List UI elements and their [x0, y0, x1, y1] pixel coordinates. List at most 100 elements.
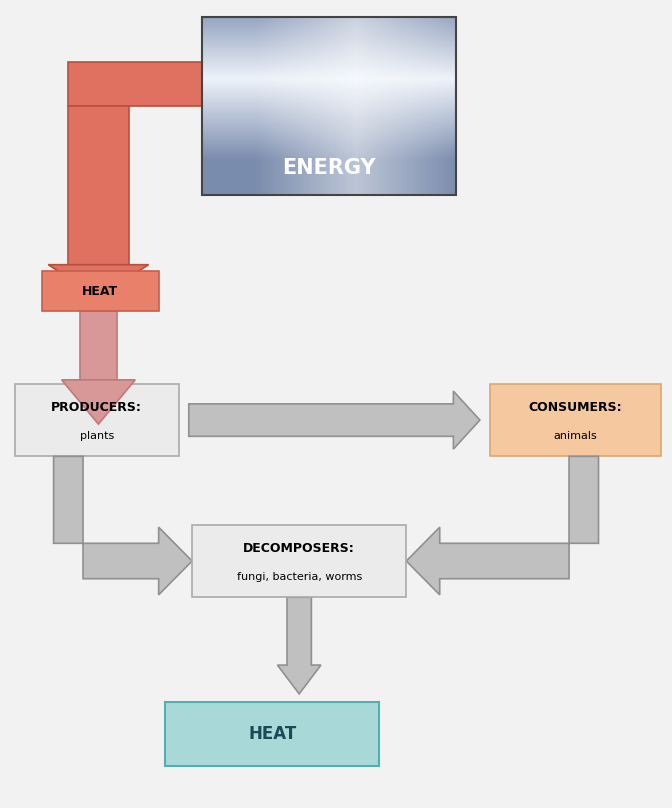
Bar: [386, 18, 390, 195]
Bar: [202, 170, 456, 171]
Bar: [202, 134, 456, 136]
Bar: [374, 18, 377, 195]
Bar: [333, 18, 336, 195]
Bar: [276, 18, 278, 195]
Bar: [221, 18, 224, 195]
Bar: [202, 141, 456, 143]
Bar: [399, 18, 403, 195]
Bar: [434, 18, 437, 195]
Bar: [202, 27, 456, 29]
Bar: [228, 18, 230, 195]
Polygon shape: [62, 380, 135, 424]
Bar: [202, 179, 456, 180]
Bar: [202, 72, 456, 74]
Text: animals: animals: [553, 431, 597, 441]
Bar: [202, 189, 456, 190]
Polygon shape: [189, 391, 480, 449]
Bar: [444, 18, 447, 195]
Bar: [69, 106, 128, 265]
Bar: [202, 86, 456, 87]
Bar: [202, 116, 456, 118]
Bar: [202, 115, 456, 116]
Bar: [265, 18, 269, 195]
Bar: [202, 52, 456, 53]
Bar: [15, 384, 179, 457]
Bar: [202, 22, 456, 23]
Bar: [450, 18, 454, 195]
Bar: [202, 166, 456, 168]
Bar: [202, 191, 456, 193]
Bar: [390, 18, 393, 195]
Bar: [428, 18, 431, 195]
Bar: [310, 18, 313, 195]
Bar: [202, 23, 456, 25]
Bar: [263, 18, 265, 195]
Bar: [383, 18, 386, 195]
Bar: [202, 177, 456, 179]
Bar: [202, 172, 456, 174]
Bar: [361, 18, 364, 195]
Bar: [269, 18, 272, 195]
Bar: [202, 111, 456, 112]
Bar: [202, 165, 456, 166]
Text: PRODUCERS:: PRODUCERS:: [51, 402, 142, 415]
Bar: [224, 18, 228, 195]
Bar: [206, 18, 208, 195]
Polygon shape: [407, 457, 599, 595]
Bar: [202, 109, 456, 111]
Bar: [358, 18, 361, 195]
Bar: [406, 18, 409, 195]
Bar: [409, 18, 412, 195]
Bar: [202, 131, 456, 133]
Bar: [202, 95, 456, 97]
Bar: [202, 136, 456, 137]
Bar: [202, 190, 456, 191]
Bar: [202, 25, 456, 27]
Bar: [202, 32, 456, 34]
Bar: [278, 18, 282, 195]
Bar: [202, 118, 456, 120]
Bar: [307, 18, 310, 195]
Bar: [393, 18, 396, 195]
Bar: [339, 18, 342, 195]
Bar: [202, 34, 456, 36]
Bar: [447, 18, 450, 195]
Bar: [298, 18, 300, 195]
Bar: [243, 18, 247, 195]
Bar: [202, 79, 456, 81]
Bar: [202, 171, 456, 172]
Bar: [202, 61, 456, 63]
Bar: [202, 100, 456, 102]
Bar: [202, 130, 456, 131]
Bar: [202, 124, 456, 125]
Bar: [202, 63, 456, 65]
Bar: [202, 128, 456, 130]
Bar: [272, 18, 276, 195]
Bar: [202, 77, 456, 78]
Bar: [202, 133, 456, 134]
Bar: [202, 152, 456, 154]
Bar: [202, 87, 456, 88]
Bar: [202, 145, 456, 146]
Bar: [202, 38, 456, 40]
Bar: [403, 18, 406, 195]
Bar: [202, 70, 456, 72]
Bar: [202, 93, 456, 95]
Bar: [355, 18, 358, 195]
Bar: [202, 183, 456, 184]
Bar: [421, 18, 425, 195]
Bar: [215, 18, 218, 195]
Bar: [202, 164, 456, 165]
Bar: [202, 50, 456, 52]
Bar: [202, 91, 456, 93]
Bar: [202, 137, 456, 138]
Bar: [377, 18, 380, 195]
Bar: [288, 18, 291, 195]
Bar: [202, 75, 456, 77]
Bar: [247, 18, 250, 195]
Bar: [202, 81, 456, 82]
Bar: [202, 68, 456, 69]
Bar: [202, 107, 456, 109]
Bar: [202, 181, 456, 183]
Bar: [441, 18, 444, 195]
